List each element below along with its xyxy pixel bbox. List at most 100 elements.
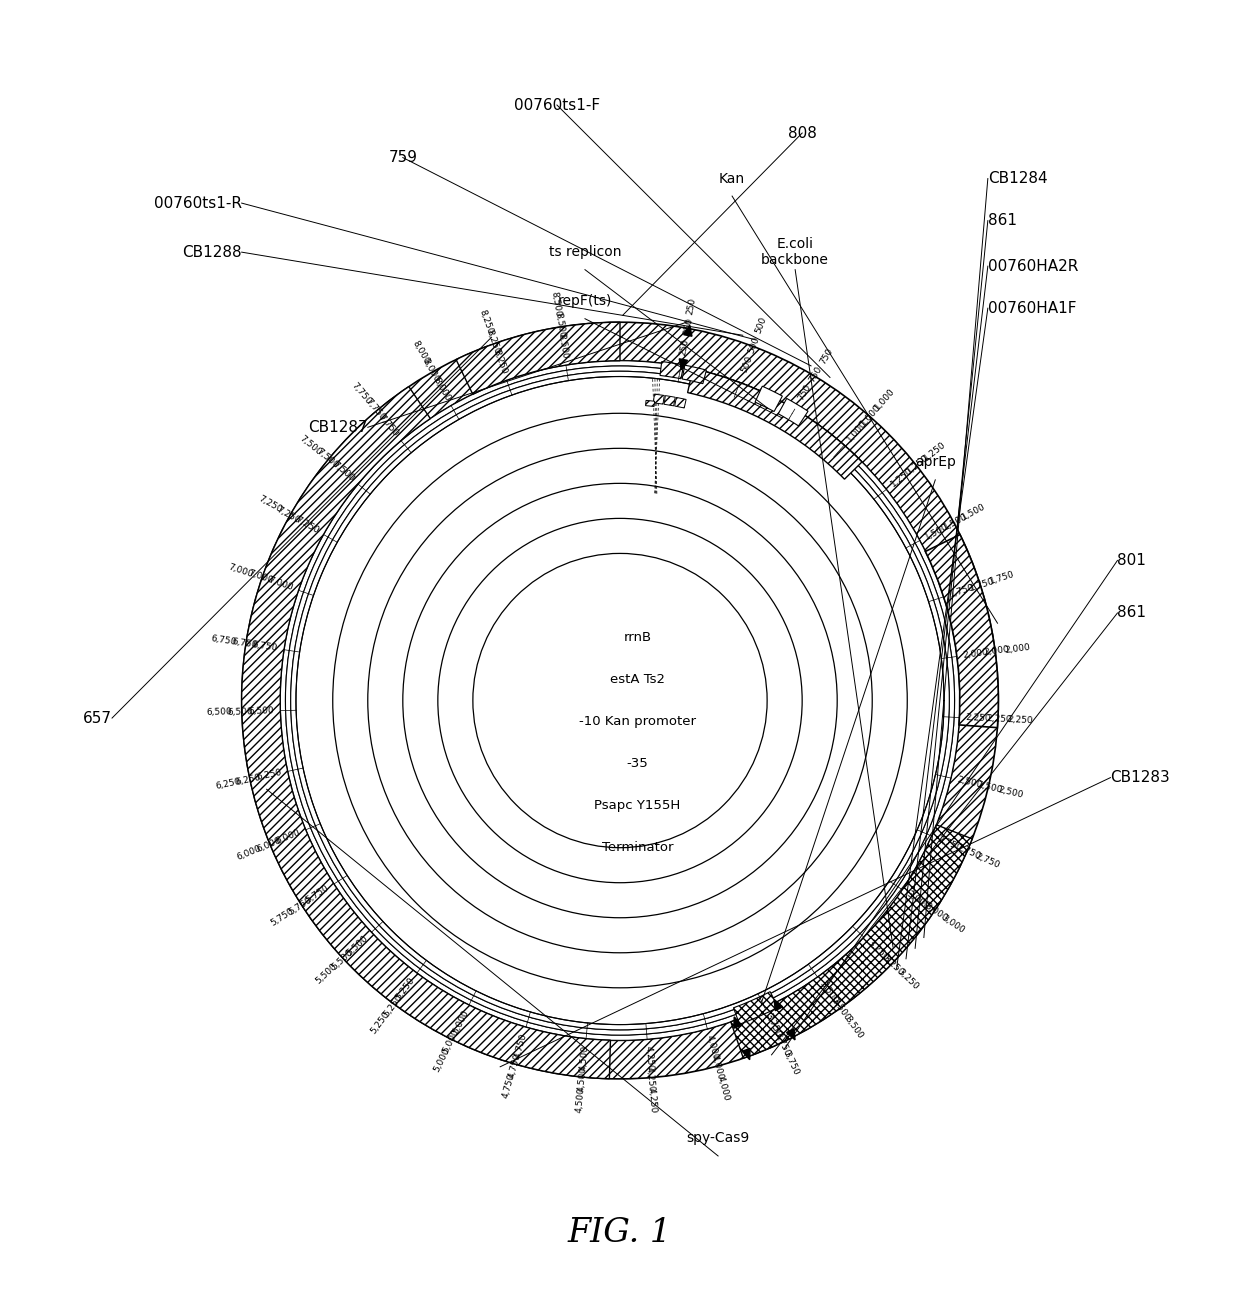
Wedge shape [755,386,782,412]
Wedge shape [675,398,686,408]
Text: 3,000: 3,000 [923,901,949,923]
Wedge shape [285,365,955,1036]
Text: E.coli
backbone: E.coli backbone [761,237,830,267]
Text: 4,250: 4,250 [644,1046,655,1072]
Text: CB1283: CB1283 [1111,770,1171,785]
Text: 2,000: 2,000 [983,645,1011,657]
Text: 6,000: 6,000 [274,828,301,846]
Text: 6,250: 6,250 [234,772,262,787]
Text: 2,750: 2,750 [936,835,962,853]
Text: 6,500: 6,500 [227,708,253,717]
Text: 8,250: 8,250 [477,308,495,336]
Polygon shape [743,1048,750,1060]
Text: 5,750: 5,750 [305,884,331,905]
Text: 2,250: 2,250 [966,713,992,723]
Text: 1,250: 1,250 [905,452,931,476]
Text: 8,000: 8,000 [432,376,451,402]
Text: 5,000: 5,000 [450,1008,470,1036]
Text: 5,500: 5,500 [314,962,339,986]
Text: 4,500: 4,500 [578,1045,590,1070]
Text: 250: 250 [682,318,694,336]
Text: 6,750: 6,750 [231,638,258,651]
Text: 4,250: 4,250 [645,1067,656,1093]
Text: 3,500: 3,500 [817,980,839,1006]
Text: rrnB: rrnB [624,631,651,644]
Text: 4,250: 4,250 [646,1087,657,1113]
Text: 500: 500 [754,315,769,334]
Text: CB1288: CB1288 [182,245,242,259]
Text: 7,000: 7,000 [227,562,254,579]
Text: 7,500: 7,500 [298,433,324,456]
Wedge shape [733,991,779,1024]
Text: 750: 750 [818,347,835,367]
Text: 1,250: 1,250 [921,439,947,463]
Text: 808: 808 [787,126,817,140]
Text: 4,000: 4,000 [711,1055,725,1081]
Text: 3,750: 3,750 [773,1030,791,1058]
Wedge shape [646,400,655,407]
Text: 4,500: 4,500 [577,1065,588,1093]
Text: 5,000: 5,000 [441,1028,461,1055]
Text: -10 Kan promoter: -10 Kan promoter [579,715,696,728]
Wedge shape [730,824,972,1059]
Polygon shape [683,325,692,336]
Text: 250: 250 [686,297,698,315]
Text: 1,000: 1,000 [844,419,869,443]
Text: 1,500: 1,500 [961,502,987,522]
Text: CB1284: CB1284 [988,171,1048,187]
Text: 7,750: 7,750 [350,381,373,407]
Text: estA Ts2: estA Ts2 [610,673,665,686]
Text: 7,000: 7,000 [267,575,294,592]
Text: 3,250: 3,250 [895,968,920,991]
Text: 3,000: 3,000 [905,889,931,911]
Text: 801: 801 [1117,553,1146,568]
Text: 1,750: 1,750 [968,577,996,592]
Wedge shape [242,386,610,1078]
Text: 500: 500 [739,355,754,375]
Polygon shape [774,999,782,1011]
Text: 2,750: 2,750 [975,851,1002,870]
Text: 2,750: 2,750 [955,842,982,862]
Text: 00760HA1F: 00760HA1F [988,301,1076,316]
Text: 3,000: 3,000 [940,912,966,934]
Text: 5,750: 5,750 [286,896,314,916]
Text: 1,000: 1,000 [873,386,897,412]
Text: 5,500: 5,500 [330,947,355,972]
Text: 1,750: 1,750 [949,583,976,599]
Wedge shape [242,323,998,1078]
Text: 3,500: 3,500 [842,1013,864,1039]
Wedge shape [660,362,683,378]
Text: -35: -35 [626,757,649,770]
Text: 4,750: 4,750 [501,1073,517,1099]
Text: 2,250: 2,250 [1008,715,1034,726]
Text: 500: 500 [746,336,761,355]
Polygon shape [680,359,687,369]
Text: 2,000: 2,000 [962,648,990,660]
Text: 750: 750 [807,365,823,385]
Text: 3,250: 3,250 [866,938,890,963]
Text: 2,500: 2,500 [997,785,1024,800]
Text: 7,750: 7,750 [363,397,387,422]
Text: 4,000: 4,000 [715,1074,730,1102]
Text: 4,750: 4,750 [513,1032,528,1059]
Text: 8,000: 8,000 [420,358,441,384]
Text: Terminator: Terminator [601,841,673,854]
Text: 4,500: 4,500 [574,1086,585,1113]
Text: 6,750: 6,750 [252,640,278,653]
Text: 8,250: 8,250 [492,349,508,376]
Text: 3,750: 3,750 [781,1050,801,1077]
Text: 00760ts1-F: 00760ts1-F [513,97,600,113]
Text: 2,250: 2,250 [987,714,1013,724]
Text: 7,000: 7,000 [247,569,274,586]
Text: 4,750: 4,750 [507,1052,523,1080]
Wedge shape [682,365,707,384]
Text: 750: 750 [796,382,813,402]
Wedge shape [688,368,862,480]
Text: spy-Cas9: spy-Cas9 [687,1131,750,1146]
Text: Psapc Y155H: Psapc Y155H [594,800,681,813]
Text: 861: 861 [988,213,1017,228]
Text: 759: 759 [388,150,418,165]
Text: Kan: Kan [719,171,745,185]
Text: 6,250: 6,250 [255,769,283,783]
Text: 657: 657 [83,710,112,726]
